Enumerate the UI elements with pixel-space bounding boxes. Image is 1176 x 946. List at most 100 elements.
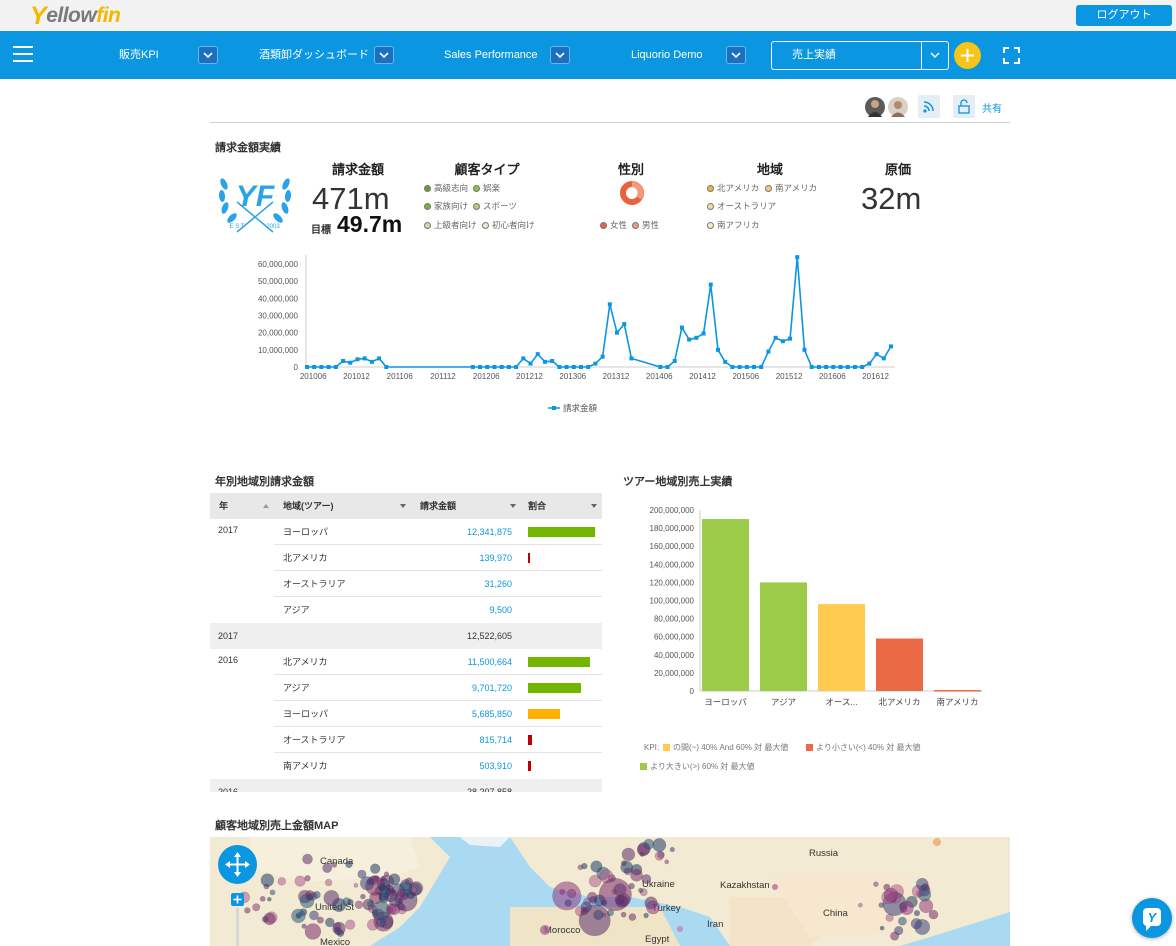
data-point[interactable] [341,358,346,363]
map-zoom-slider[interactable] [236,908,239,946]
map-bubble[interactable] [933,838,941,846]
map-bubble[interactable] [654,851,665,861]
data-point[interactable] [384,365,389,369]
map-bubble[interactable] [360,893,366,900]
map-bubble[interactable] [397,902,405,911]
column-header-region[interactable]: 地域(ツアー) [283,501,334,511]
map-bubble[interactable] [325,917,335,928]
map-bubbles[interactable] [210,837,1010,946]
tab-sales-kpi[interactable]: 販売KPI [119,49,159,61]
tab-liquorio-demo[interactable]: Liquorio Demo [631,49,703,61]
bar[interactable] [934,690,981,692]
data-point[interactable] [564,365,569,369]
map-bubble[interactable] [772,884,778,890]
map-bubble[interactable] [353,883,359,888]
map-bubble[interactable] [277,877,287,886]
data-point[interactable] [752,365,757,369]
cell-amount[interactable]: 815,714 [479,735,512,745]
map-bubble[interactable] [883,887,899,903]
data-point[interactable] [622,322,627,327]
map-bubble[interactable] [581,862,588,870]
user-avatar[interactable] [865,97,885,117]
sort-desc-icon[interactable] [510,504,516,508]
column-header-year[interactable]: 年 [219,501,229,511]
map-bubble[interactable] [347,898,354,906]
data-point[interactable] [319,365,324,369]
data-point[interactable] [600,354,605,359]
legend-item[interactable]: 男性 [632,219,659,231]
data-point[interactable] [715,347,720,352]
map-bubble[interactable] [928,909,939,920]
data-point[interactable] [788,336,793,341]
tab-sales-kpi-dropdown-icon[interactable] [198,46,218,64]
map-bubble[interactable] [396,888,405,897]
data-point[interactable] [586,365,591,369]
legend-item[interactable]: 北アメリカ [707,182,759,194]
logout-button[interactable]: ログアウト [1076,5,1172,26]
map-bubble[interactable] [294,875,306,887]
column-header-ratio[interactable]: 割合 [528,501,547,511]
map-bubble[interactable] [391,889,396,895]
map-bubble[interactable] [323,890,340,906]
data-point[interactable] [860,365,865,369]
tab-sales-performance-dropdown-icon[interactable] [550,46,570,64]
data-point[interactable] [312,365,317,369]
table-row[interactable]: アジア 9,500 [210,597,602,623]
map-bubble[interactable] [259,895,266,902]
data-point[interactable] [499,365,504,369]
map-bubble[interactable] [900,906,908,913]
data-point[interactable] [305,365,309,369]
table-row[interactable]: 南アメリカ 503,910 [210,753,602,779]
table-row[interactable]: 北アメリカ 139,970 [210,545,602,571]
table-row[interactable]: ヨーロッパ 5,685,850 [210,701,602,727]
yellowfin-assistant-icon[interactable]: Y [1132,898,1172,938]
data-point[interactable] [557,365,562,369]
map-bubble[interactable] [636,843,650,857]
map-bubble[interactable] [260,873,275,887]
map-bubble[interactable] [354,900,364,910]
legend-item[interactable]: オーストラリア [707,200,776,212]
data-point[interactable] [824,365,829,369]
map-bubble[interactable] [643,912,649,919]
map-bubble[interactable] [564,899,572,907]
data-point[interactable] [470,365,475,369]
chevron-down-icon[interactable] [921,42,948,69]
data-point[interactable] [780,339,785,344]
map-bubble[interactable] [669,846,675,853]
map-bubble[interactable] [302,853,313,865]
table-row[interactable]: 2016 北アメリカ 11,500,664 [210,649,602,675]
map-bubble[interactable] [628,913,637,921]
map-bubble[interactable] [590,860,603,873]
data-point[interactable] [492,365,497,369]
data-point[interactable] [744,365,749,369]
data-point[interactable] [708,282,713,287]
lock-icon[interactable] [953,95,975,118]
map-bubble[interactable] [388,873,401,886]
tab-sales-performance[interactable]: Sales Performance [444,49,538,61]
data-point[interactable] [816,365,821,369]
data-point[interactable] [485,365,490,369]
tab-liquorio-demo-dropdown-icon[interactable] [726,46,746,64]
map-bubble[interactable] [322,863,333,873]
legend-item[interactable]: 初心者向け [482,219,535,231]
bar[interactable] [760,582,807,691]
data-point[interactable] [831,365,836,369]
data-point[interactable] [369,359,374,364]
map-bubble[interactable] [386,903,398,915]
map-bubble[interactable] [638,887,644,894]
table-row[interactable]: 2017 ヨーロッパ 12,341,875 [210,519,602,545]
data-point[interactable] [550,358,555,363]
table-row[interactable]: オーストラリア 815,714 [210,727,602,753]
map-bubble[interactable] [593,909,604,920]
map-bubble[interactable] [324,878,333,887]
map-bubble[interactable] [641,874,652,884]
map-bubble[interactable] [331,861,338,868]
map-bubble[interactable] [578,904,611,937]
data-point[interactable] [838,365,843,369]
data-point[interactable] [845,365,850,369]
map-bubble[interactable] [873,881,879,887]
map-bubble[interactable] [261,916,269,923]
data-point[interactable] [326,365,331,369]
map-bubble[interactable] [620,911,627,918]
data-point[interactable] [478,365,483,369]
